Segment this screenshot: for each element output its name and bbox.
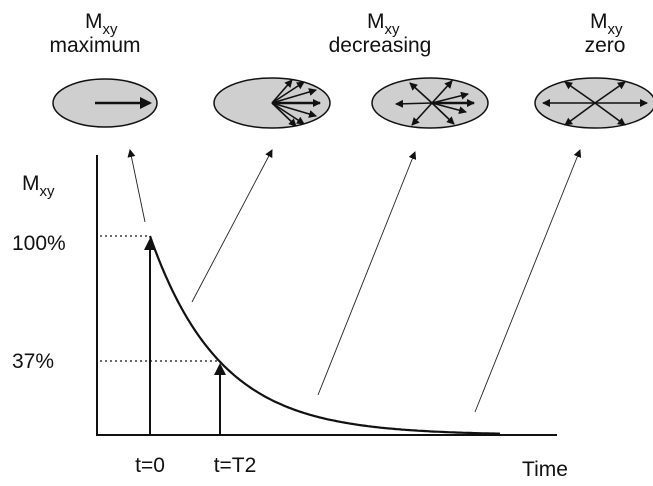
- state-caption: zero: [585, 34, 626, 57]
- state-symbol: Mxy: [590, 10, 623, 38]
- state-symbol: Mxy: [367, 10, 400, 38]
- level-label: 37%: [12, 350, 54, 373]
- x-axis-label: Time: [522, 458, 568, 481]
- decay-curve: [148, 235, 501, 435]
- state-caption: decreasing: [329, 34, 432, 57]
- spin-states: [52, 77, 653, 129]
- time-label: t=0: [135, 454, 165, 477]
- state-symbol: Mxy: [85, 10, 118, 38]
- y-axis-label: Mxy: [22, 172, 55, 200]
- pointer-lines: [127, 149, 582, 413]
- time-label: t=T2: [214, 454, 257, 477]
- level-label: 100%: [12, 232, 66, 255]
- state-caption: maximum: [49, 34, 140, 57]
